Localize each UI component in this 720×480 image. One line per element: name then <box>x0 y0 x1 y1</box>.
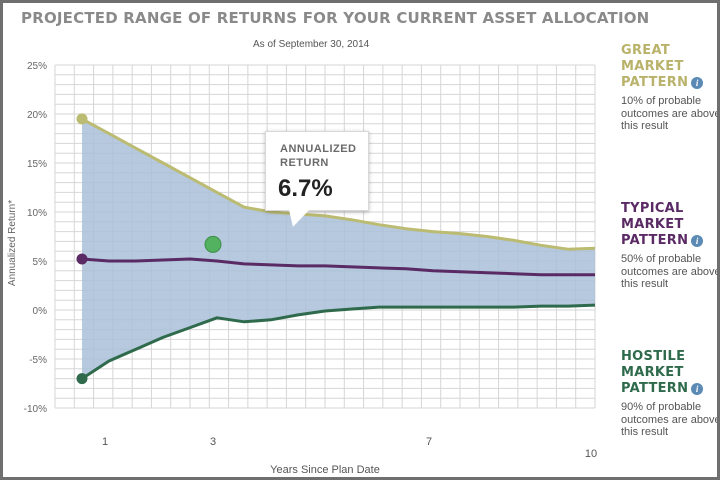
y-tick-label: 10% <box>27 208 47 219</box>
legend-typical: TYPICAL MARKET PATTERN i 50% of probable … <box>621 201 720 291</box>
x-tick-label: 1 <box>102 436 108 448</box>
x-tick-label: 3 <box>210 436 216 448</box>
x-tick-label: 10 <box>585 448 597 460</box>
legend-hostile-title: HOSTILE MARKET PATTERN i <box>621 349 717 397</box>
info-icon[interactable]: i <box>691 382 704 395</box>
legend-great: GREAT MARKET PATTERN i 10% of probable ou… <box>621 43 720 133</box>
returns-chart: 25% 20% 15% 10% 5% 0% -5% -10% 1 3 7 10 Years Since … <box>7 61 597 476</box>
y-tick-label: 20% <box>27 110 47 121</box>
callout-value: 6.7% <box>278 175 333 202</box>
series-start-point <box>76 373 88 385</box>
info-icon[interactable]: i <box>691 76 704 89</box>
info-icon[interactable]: i <box>691 234 704 247</box>
series-start-point <box>76 253 88 265</box>
legend-typical-title: TYPICAL MARKET PATTERN i <box>621 201 717 249</box>
legend-hostile-desc: 90% of probable outcomes are above this … <box>621 401 720 438</box>
legend-hostile: HOSTILE MARKET PATTERN i 90% of probable … <box>621 349 720 439</box>
legend-great-desc: 10% of probable outcomes are above this … <box>621 95 720 132</box>
y-axis-label: Annualized Return* <box>7 200 18 286</box>
annualized-return-callout: ANNUALIZED RETURN 6.7% <box>265 131 369 211</box>
y-tick-label: 25% <box>27 61 47 72</box>
legend-great-title: GREAT MARKET PATTERN i <box>621 43 717 91</box>
x-axis-label: Years Since Plan Date <box>270 464 380 476</box>
series-line-hostile <box>81 303 596 380</box>
y-tick-label: -5% <box>29 355 47 366</box>
chart-title: PROJECTED RANGE OF RETURNS FOR YOUR CURR… <box>21 9 650 27</box>
series-line-great <box>81 117 596 251</box>
y-tick-label: -10% <box>24 404 47 415</box>
x-tick-label: 7 <box>426 436 432 448</box>
y-tick-label: 0% <box>33 306 48 317</box>
chart-subtitle: As of September 30, 2014 <box>253 39 370 50</box>
series-start-point <box>76 113 88 125</box>
series-line-typical <box>81 257 595 277</box>
y-tick-label: 5% <box>33 257 48 268</box>
projected-range-area <box>82 118 595 379</box>
legend-typical-desc: 50% of probable outcomes are above this … <box>621 253 720 290</box>
highlight-point <box>204 235 222 253</box>
callout-label: ANNUALIZED RETURN <box>280 143 357 169</box>
y-tick-label: 15% <box>27 159 47 170</box>
